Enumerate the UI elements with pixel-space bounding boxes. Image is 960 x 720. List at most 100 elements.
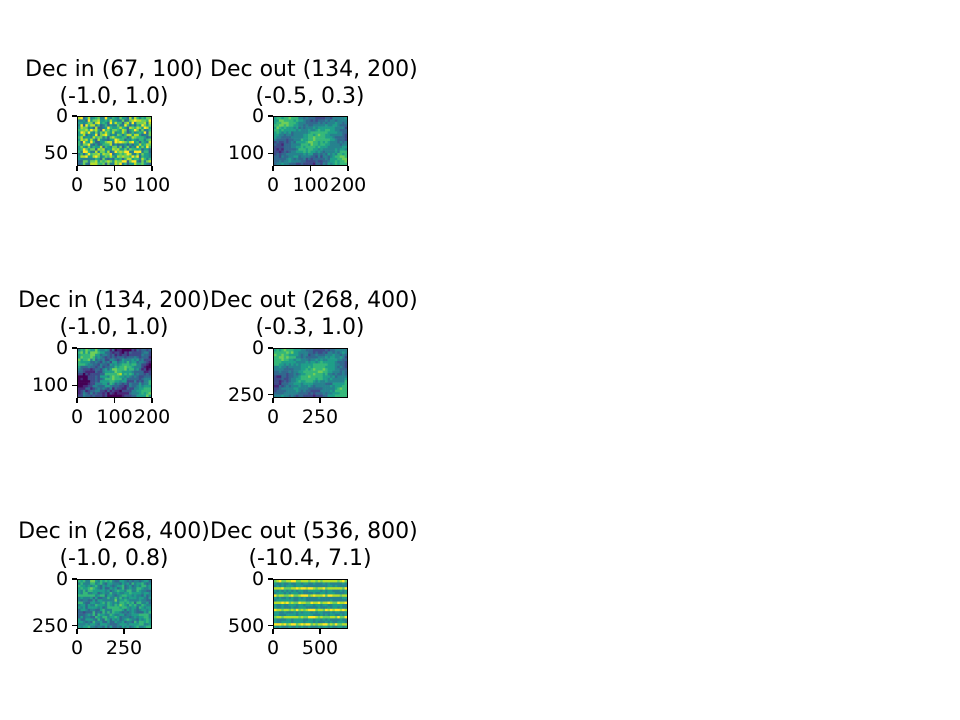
heatmap-cell <box>138 587 142 590</box>
heatmap-cell <box>87 153 91 156</box>
heatmap-cell <box>278 596 282 600</box>
heatmap-cell <box>274 157 277 161</box>
heatmap-cell <box>283 611 287 614</box>
heatmap-cell <box>305 375 309 379</box>
heatmap-cell <box>322 136 326 139</box>
heatmap-cell <box>300 380 304 383</box>
heatmap-cell <box>92 155 96 159</box>
heatmap-cell <box>138 361 142 364</box>
heatmap-cell <box>295 608 299 612</box>
heatmap-cell <box>114 370 118 374</box>
heatmap-cell <box>99 124 103 127</box>
heatmap-cell <box>322 124 326 127</box>
heatmap-cell <box>119 604 123 607</box>
heatmap-cell <box>78 141 81 144</box>
heatmap-cell <box>85 604 89 607</box>
heatmap-cell <box>332 611 336 614</box>
heatmap-cell <box>317 611 321 614</box>
heatmap-cell <box>337 162 340 165</box>
heatmap-cell <box>99 162 103 165</box>
heatmap-cell <box>107 582 110 586</box>
heatmap-cell <box>119 618 123 622</box>
heatmap-cell <box>92 604 96 607</box>
heatmap-cell <box>276 119 280 123</box>
heatmap-cell <box>329 589 333 593</box>
heatmap-cell <box>286 608 289 612</box>
heatmap-cell <box>109 601 113 605</box>
heatmap-cell <box>283 592 287 595</box>
heatmap-cell <box>102 138 106 142</box>
heatmap-cell <box>332 121 336 125</box>
heatmap-cell <box>337 587 340 590</box>
heatmap-cell <box>342 594 345 598</box>
heatmap-cell <box>342 150 345 154</box>
heatmap-cell <box>141 392 144 395</box>
heatmap-cell <box>85 620 89 624</box>
heatmap-cell <box>276 138 280 142</box>
heatmap-cell <box>121 380 125 383</box>
heatmap-cell <box>129 370 132 374</box>
heatmap-cell <box>317 358 321 362</box>
heatmap-cell <box>141 596 144 600</box>
heatmap-cell <box>293 377 297 381</box>
heatmap-cell <box>104 365 108 369</box>
heatmap-cell <box>322 587 326 590</box>
heatmap-cell <box>141 160 144 163</box>
heatmap-cell <box>85 138 89 142</box>
heatmap-cell <box>308 157 311 161</box>
heatmap-cell <box>334 385 338 388</box>
heatmap-cell <box>78 160 81 163</box>
heatmap-cell <box>90 594 93 598</box>
heatmap-cell <box>293 373 297 376</box>
heatmap-cell <box>293 580 297 583</box>
heatmap-cell <box>82 620 86 624</box>
heatmap-cell <box>109 625 113 628</box>
heatmap-cell <box>104 155 108 159</box>
heatmap-cell <box>291 153 294 156</box>
heatmap-cell <box>78 129 81 132</box>
heatmap-cell <box>274 373 277 376</box>
heatmap-cell <box>291 162 294 165</box>
heatmap-cell <box>322 356 326 359</box>
heatmap-cell <box>344 365 347 369</box>
heatmap-cell <box>332 387 336 391</box>
heatmap-cell <box>119 138 123 142</box>
heatmap-cell <box>339 162 343 165</box>
heatmap-cell <box>303 375 306 379</box>
heatmap-cell <box>315 599 319 602</box>
heatmap-cell <box>109 119 113 123</box>
heatmap-cell <box>138 606 142 610</box>
heatmap-cell <box>322 594 326 598</box>
heatmap-cell <box>327 580 331 583</box>
heatmap-cell <box>109 618 113 622</box>
heatmap-cell <box>286 363 289 367</box>
heatmap-cell <box>80 580 84 583</box>
heatmap-cell <box>104 153 108 156</box>
heatmap-cell <box>87 387 91 391</box>
heatmap-cell <box>102 349 106 352</box>
heatmap-cell <box>146 589 149 593</box>
heatmap-cell <box>141 117 144 120</box>
heatmap-cell <box>146 351 149 355</box>
heatmap-cell <box>344 377 347 381</box>
heatmap-cell <box>325 608 328 612</box>
heatmap-cell <box>293 365 297 369</box>
heatmap-cell <box>116 141 120 144</box>
heatmap-cell <box>92 611 96 614</box>
heatmap-cell <box>92 133 96 137</box>
heatmap-cell <box>82 121 86 125</box>
heatmap-cell <box>325 145 328 149</box>
heatmap-cell <box>303 599 306 602</box>
heatmap-cell <box>308 599 311 602</box>
heatmap-cell <box>310 358 314 362</box>
heatmap-cell <box>148 349 151 352</box>
heatmap-cell <box>124 370 127 374</box>
heatmap-cell <box>143 592 147 595</box>
heatmap-cell <box>305 604 309 607</box>
heatmap-cell <box>129 375 132 379</box>
heatmap-cell <box>312 382 316 386</box>
heatmap-cell <box>315 387 319 391</box>
heatmap-cell <box>327 162 331 165</box>
heatmap-cell <box>288 356 292 359</box>
heatmap-cell <box>344 124 347 127</box>
